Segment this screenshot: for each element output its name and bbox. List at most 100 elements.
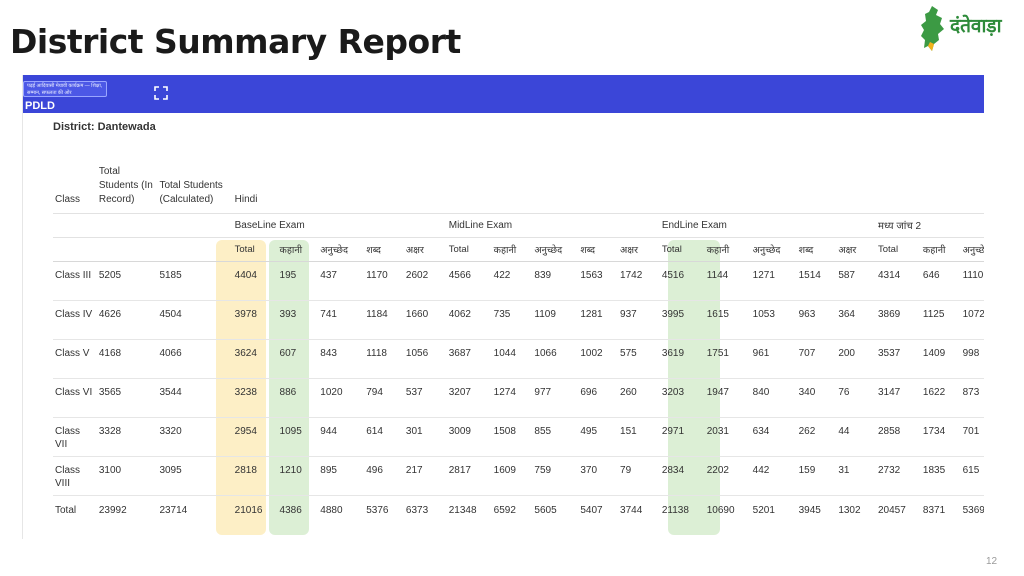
baseline-cell: 843 — [318, 339, 365, 379]
baseline-cell: 301 — [403, 417, 447, 457]
mid2-cell: 998 — [960, 339, 984, 379]
dantewada-logo: दंतेवाड़ा — [916, 4, 1020, 54]
sub-header: अनुच्छेद — [960, 236, 984, 262]
mid2-cell: 3537 — [876, 339, 921, 379]
mid2-cell: 3869 — [876, 300, 921, 340]
mid2-cell: 1734 — [920, 417, 961, 457]
calculated-cell: 23714 — [159, 504, 188, 516]
midline-cell: 3207 — [446, 378, 492, 418]
endline-cell: 5201 — [752, 504, 775, 516]
in-record-cell: 5205 — [96, 261, 158, 301]
endline-cell: 10690 — [706, 504, 735, 516]
baseline-cell: 1118 — [364, 339, 404, 379]
exam-header-endline: EndLine Exam — [659, 212, 876, 237]
class-cell: Class VII — [53, 417, 97, 457]
baseline-cell: 895 — [318, 456, 365, 496]
mid2-cell: 1622 — [920, 378, 961, 418]
calculated-cell: 4066 — [157, 339, 233, 379]
baseline-cell: 3238 — [232, 378, 278, 418]
baseline-cell: 437 — [318, 261, 365, 301]
midline-cell: 5407 — [580, 504, 603, 516]
baseline-cell: 2954 — [232, 417, 278, 457]
endline-cell: 1053 — [750, 300, 797, 340]
midline-cell: 6592 — [493, 504, 516, 516]
mid2-cell: 646 — [920, 261, 961, 301]
midline-cell: 4566 — [446, 261, 492, 301]
mid2-cell: 615 — [960, 456, 984, 496]
baseline-cell: 3624 — [232, 339, 278, 379]
app-screenshot: पढ़ई आदिवासी मेधावी कार्यक्रम — शिक्षा, … — [22, 75, 984, 539]
class-cell: Total — [55, 504, 77, 516]
sub-header: शब्द — [796, 236, 837, 262]
endline-cell: 262 — [796, 417, 837, 457]
endline-cell: 634 — [750, 417, 797, 457]
sub-header: अनुच्छेद — [532, 236, 579, 262]
baseline-cell: 614 — [364, 417, 404, 457]
endline-cell: 2031 — [704, 417, 751, 457]
midline-cell: 839 — [532, 261, 579, 301]
endline-cell: 840 — [750, 378, 797, 418]
col-total-record-header: Total Students (In Record) — [98, 165, 153, 205]
sub-header: कहानी — [491, 236, 533, 262]
mid2-cell: 1835 — [920, 456, 961, 496]
sub-header: कहानी — [277, 236, 319, 262]
page-number: 12 — [986, 556, 998, 567]
baseline-cell: 944 — [318, 417, 365, 457]
endline-cell: 961 — [750, 339, 797, 379]
baseline-cell: 6373 — [405, 504, 429, 516]
midline-cell: 495 — [578, 417, 619, 457]
sub-header: Total — [232, 236, 278, 262]
baseline-cell: 1660 — [403, 300, 447, 340]
midline-cell: 977 — [532, 378, 579, 418]
table-row: Class III 5205 5185 4404 195 437 1170 2602 4566 4… — [53, 261, 984, 301]
midline-cell: 4062 — [446, 300, 492, 340]
mid2-cell: 8371 — [922, 504, 946, 516]
endline-cell: 1144 — [704, 261, 751, 301]
midline-cell: 151 — [618, 417, 660, 457]
midline-cell: 422 — [491, 261, 533, 301]
mid2-cell: 4314 — [876, 261, 921, 301]
midline-cell: 79 — [618, 456, 660, 496]
mid2-cell: 1125 — [920, 300, 961, 340]
app-logo: पढ़ई आदिवासी मेधावी कार्यक्रम — शिक्षा, … — [23, 81, 107, 97]
midline-cell: 575 — [618, 339, 660, 379]
baseline-cell: 393 — [277, 300, 319, 340]
endline-cell: 1302 — [838, 504, 861, 516]
mid2-cell: 20457 — [878, 504, 906, 516]
midline-cell: 696 — [578, 378, 619, 418]
mid2-cell: 873 — [960, 378, 984, 418]
endline-cell: 4516 — [659, 261, 705, 301]
table-total-row: Total 23992 23714 21016 4386 4880 5376 6373 2134… — [53, 495, 984, 525]
midline-cell: 1066 — [532, 339, 579, 379]
in-record-cell: 3100 — [96, 456, 158, 496]
table-row: Class IV 4626 4504 3978 393 741 1184 1660 4062 73… — [53, 300, 984, 340]
midline-cell: 370 — [578, 456, 619, 496]
baseline-cell: 4880 — [320, 504, 343, 516]
exam-header-mid2: मध्य जांच 2 — [876, 212, 984, 237]
mid2-cell: 1409 — [920, 339, 961, 379]
mid2-cell: 2858 — [876, 417, 921, 457]
mid2-cell: 1072 — [960, 300, 984, 340]
baseline-cell: 794 — [364, 378, 404, 418]
baseline-cell: 1056 — [403, 339, 447, 379]
calculated-cell: 3320 — [157, 417, 233, 457]
class-cell: Class VIII — [53, 456, 97, 496]
sub-header: अनुच्छेद — [318, 236, 365, 262]
endline-cell: 707 — [796, 339, 837, 379]
endline-cell: 963 — [796, 300, 837, 340]
midline-cell: 855 — [532, 417, 579, 457]
baseline-cell: 4386 — [279, 504, 302, 516]
fullscreen-icon[interactable] — [154, 86, 168, 100]
endline-cell: 364 — [836, 300, 876, 340]
midline-cell: 1044 — [491, 339, 533, 379]
endline-cell: 1271 — [750, 261, 797, 301]
baseline-cell: 1170 — [364, 261, 404, 301]
baseline-cell: 1210 — [277, 456, 319, 496]
calculated-cell: 5185 — [157, 261, 233, 301]
endline-cell: 3619 — [659, 339, 705, 379]
baseline-cell: 496 — [364, 456, 404, 496]
baseline-cell: 2818 — [232, 456, 278, 496]
sub-header: अक्षर — [618, 236, 660, 262]
calculated-cell: 4504 — [157, 300, 233, 340]
class-cell: Class V — [53, 339, 97, 379]
